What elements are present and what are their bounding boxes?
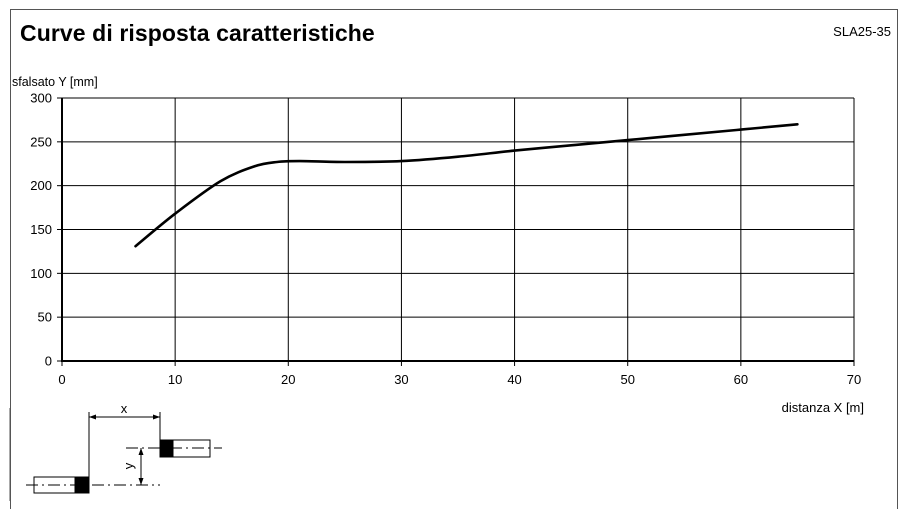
x-tick-label: 0 [58,372,65,387]
y-dim-arrow-bottom [138,478,144,485]
y-tick-label: 50 [38,310,52,325]
series [134,123,799,248]
y-tick-label: 100 [30,266,52,281]
x-tick-label: 10 [168,372,182,387]
x-tick-label: 50 [620,372,634,387]
y-tick-label: 150 [30,222,52,237]
y-tick-label: 250 [30,134,52,149]
x-tick-label: 60 [734,372,748,387]
x-dim-arrow-right [153,414,160,420]
y-axis-label: sfalsato Y [mm] [12,75,98,89]
figure-frame [10,9,898,509]
x-tick-label: 40 [507,372,521,387]
y-tick-label: 300 [30,91,52,106]
x-axis-label: distanza X [m] [782,400,864,415]
y-tick-label: 200 [30,178,52,193]
x-tick-label: 20 [281,372,295,387]
tick-labels: 0 10 20 30 40 50 60 70 0 50 100 150 200 250 300 [30,91,861,388]
x-tick-label: 30 [394,372,408,387]
x-tick-label: 70 [847,372,861,387]
diagram-x-label: x [121,401,128,416]
x-dim-arrow-left [89,414,96,420]
diagram-y-label: y [121,462,136,469]
y-dim-arrow-top [138,448,144,455]
y-tick-label: 0 [45,354,52,369]
figure-code: SLA25-35 [833,24,891,39]
axes [57,97,855,366]
series-line-0 [134,123,799,248]
page-title: Curve di risposta caratteristiche [20,20,375,46]
offset-diagram [9,408,222,501]
grid [62,97,855,361]
